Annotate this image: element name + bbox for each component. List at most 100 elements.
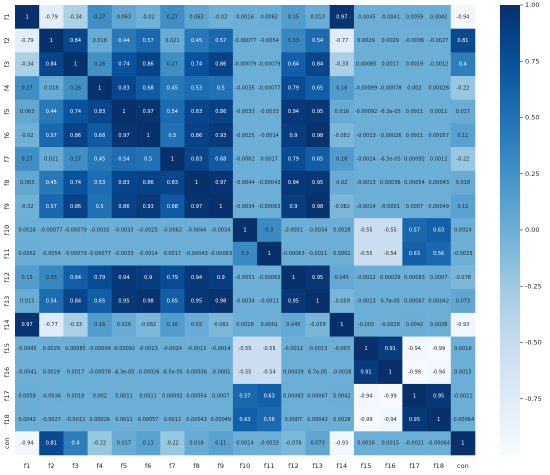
cell [160,99,185,124]
cell-label: -0.94 [384,417,397,423]
cell-label: -0.22 [93,441,106,447]
cell [87,336,113,361]
cell [15,5,40,29]
y-tick-label: f2 [3,37,11,43]
cell-label: 0.45 [191,38,202,44]
x-tick-label: f14 [337,462,348,470]
cell-label: -0.00099 [88,346,110,352]
cell [39,5,64,29]
cell-label: -0.00077 [234,38,256,44]
cell [281,218,306,243]
cell-label: -0.00064 [452,417,474,423]
cell-label: 0.017 [456,109,470,115]
cell-label: -0.99 [432,346,445,352]
cell-label: 1 [389,370,392,376]
cell-label: -0.0045 [17,346,36,352]
cell-label: -0.0013 [356,299,375,305]
cell [378,431,403,456]
cell [305,407,331,432]
cell-label: 0.0062 [18,251,36,257]
x-tick-label: f12 [288,462,299,470]
y-tick-label: f5 [3,108,11,114]
cell-label: -6.5e-05 [380,156,401,162]
y-tick-label: f1 [3,14,11,20]
cell [402,218,427,243]
cell [39,360,64,385]
cell-label: -0.0011 [260,299,279,305]
cell-label: 0.0017 [67,370,85,376]
cell [15,170,40,195]
cell [257,52,282,77]
cell-label: -0.55 [239,370,252,376]
cell-label: 0.0015 [382,441,400,447]
cell [426,336,452,361]
cell [232,76,258,101]
cell-label: -0.0013 [356,180,375,186]
cell-label: 0.00043 [428,180,449,186]
cell-label: 0.95 [118,299,129,305]
cell-label: 0.5 [96,204,104,210]
cell-label: 0.00085 [356,62,377,68]
cell-label: -0.0024 [356,156,375,162]
cell [39,265,64,290]
cell [257,336,282,361]
cell-label: 0.045 [335,275,349,281]
cell [426,265,452,290]
cell [184,170,209,195]
cell-label: 0.84 [46,62,57,68]
y-tick-label: f7 [3,156,11,162]
cell [111,76,137,101]
cell [63,99,88,124]
cell [353,218,379,243]
cell-label: 0.0028 [430,322,448,328]
cell [232,52,258,77]
cell [402,312,427,337]
cell-label: -0.0014 [211,346,230,352]
cell-label: 0.0029 [43,346,61,352]
cell-label: 0.073 [456,299,470,305]
cell-label: -0.0033 [235,109,254,115]
cell-label: -0.0001 [381,204,400,210]
cell-label: 6.7e-05 [381,299,400,305]
cell [378,76,403,101]
cell [281,336,306,361]
cell-label: -0.0013 [356,133,375,139]
cell-label: -0.0062 [163,228,182,234]
cell [305,76,331,101]
cell [63,336,88,361]
cell [426,194,452,219]
cell [111,336,137,361]
cell [111,218,137,243]
cell [305,170,331,195]
cell-label: 0.95 [409,417,420,423]
cell-label: 0.97 [118,133,129,139]
colorbar-tick-label: -0.50 [525,339,542,347]
cell [426,241,452,266]
cell-label: 0.79 [167,275,178,281]
cell [426,360,452,385]
cell [111,28,137,53]
colorbar-tick-label: 1.00 [525,1,539,9]
x-tick-label: con [457,462,469,470]
cell [39,170,64,195]
cell [15,218,40,243]
cell [378,52,403,77]
cell-label: 0.44 [46,109,57,115]
cell [208,28,234,53]
cell [450,383,476,408]
cell [87,265,113,290]
cell-label: -0.55 [360,251,373,257]
cell-label: 0.00057 [138,417,159,423]
cell-label: -0.082 [213,322,229,328]
cell-label: 0.0042 [430,14,448,20]
cell-label: 0.021 [44,156,58,162]
cell-label: -0.0051 [284,228,303,234]
cell-label: 0.95 [288,299,299,305]
cell-label: 0.0012 [164,417,182,423]
cell-label: -0.54 [384,251,397,257]
cell [208,76,234,101]
cell-label: 1 [292,275,295,281]
cell [232,336,258,361]
cell [305,383,331,408]
cell-label: 0.84 [70,38,81,44]
